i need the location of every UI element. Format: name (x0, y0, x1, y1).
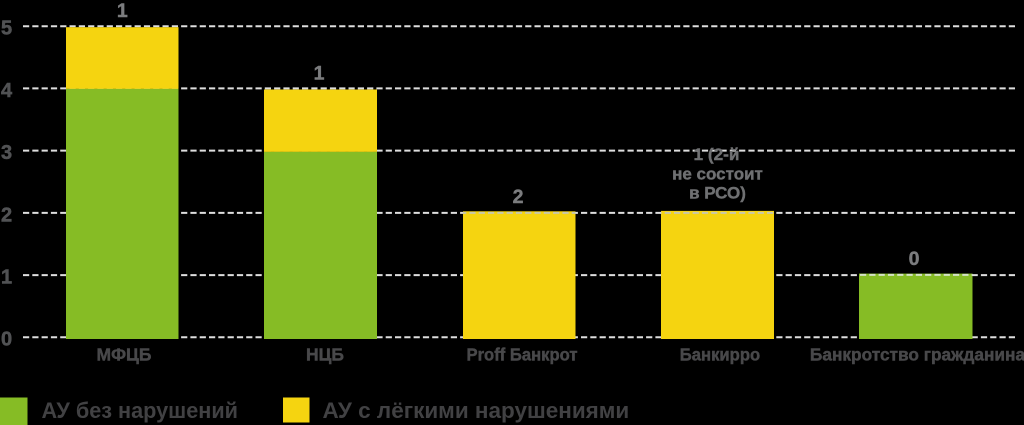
svg-text:не состоит: не состоит (672, 165, 763, 184)
svg-text:АУ с лёгкими нарушениями: АУ с лёгкими нарушениями (323, 398, 630, 423)
svg-text:5: 5 (1, 18, 12, 40)
svg-text:МФЦБ: МФЦБ (97, 345, 152, 365)
svg-text:3: 3 (1, 142, 12, 164)
svg-text:2: 2 (513, 186, 524, 208)
svg-text:в РСО): в РСО) (689, 184, 746, 203)
svg-text:Банкирро: Банкирро (680, 345, 761, 365)
svg-text:1: 1 (1, 267, 12, 289)
svg-text:1: 1 (314, 63, 325, 85)
svg-text:НЦБ: НЦБ (306, 345, 344, 365)
svg-text:1 (2-й: 1 (2-й (694, 145, 740, 164)
svg-text:Proff Банкрот: Proff Банкрот (467, 345, 578, 365)
svg-text:0: 0 (909, 248, 920, 270)
svg-text:Банкротство гражданина: Банкротство гражданина (810, 345, 1024, 365)
svg-text:1: 1 (117, 0, 128, 22)
svg-text:2: 2 (1, 204, 12, 226)
svg-text:0: 0 (1, 329, 12, 351)
svg-text:АУ без нарушений: АУ без нарушений (42, 398, 239, 423)
svg-text:4: 4 (1, 80, 13, 102)
